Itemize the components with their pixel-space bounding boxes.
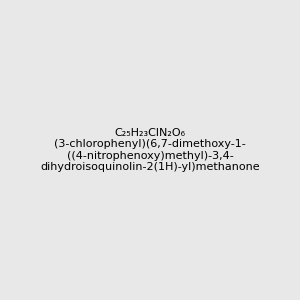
Text: C₂₅H₂₃ClN₂O₆
(3-chlorophenyl)(6,7-dimethoxy-1-
((4-nitrophenoxy)methyl)-3,4-
dih: C₂₅H₂₃ClN₂O₆ (3-chlorophenyl)(6,7-dimeth… bbox=[40, 128, 260, 172]
